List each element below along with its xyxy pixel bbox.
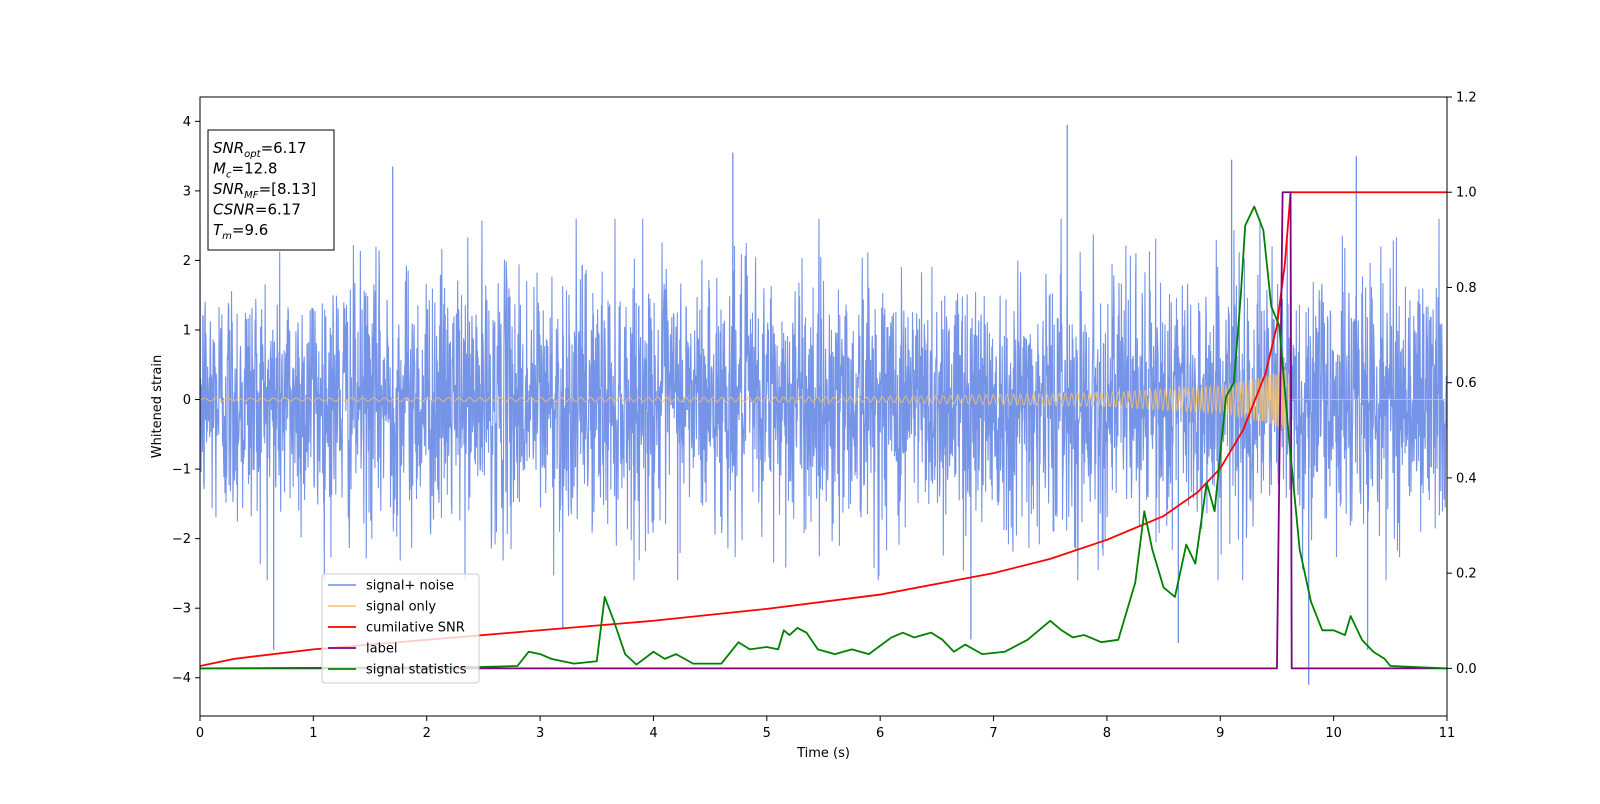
legend-frame: [321, 573, 480, 684]
y-left-tick-label: −4: [172, 671, 191, 686]
x-tick-label: 5: [763, 726, 771, 741]
y-axis-left: −4 −3 −2 −1 0 1 2 3 4: [172, 115, 200, 686]
y-axis-right: 0.0 0.2 0.4 0.6 0.8 1.0 1.2: [1447, 91, 1477, 677]
x-tick-label: 6: [876, 726, 884, 741]
series-signal-noise: [200, 218, 1447, 581]
x-tick-label: 7: [989, 726, 997, 741]
x-axis-label: Time (s): [796, 746, 850, 761]
y-right-tick-label: 0.8: [1456, 281, 1477, 296]
x-tick-label: 11: [1439, 726, 1456, 741]
x-tick-label: 4: [649, 726, 657, 741]
x-tick-label: 9: [1216, 726, 1224, 741]
y-left-tick-label: −1: [172, 463, 191, 478]
legend-label: cumilative SNR: [366, 621, 465, 636]
annotation-line: Mc=12.8: [213, 160, 277, 181]
y-right-tick-label: 0.4: [1456, 471, 1477, 486]
x-tick-label: 1: [309, 726, 317, 741]
legend: signal+ noise signal only cumilative SNR la…: [321, 573, 480, 684]
y-right-tick-label: 1.0: [1456, 186, 1477, 201]
y-left-tick-label: 4: [183, 115, 191, 130]
y-left-tick-label: −3: [172, 602, 191, 617]
x-tick-label: 2: [423, 726, 431, 741]
y-right-tick-label: 0.6: [1456, 376, 1477, 391]
legend-label: signal+ noise: [366, 579, 454, 594]
plot-frame: [199, 96, 1448, 717]
series-label: [200, 191, 1447, 670]
legend-label: signal statistics: [366, 663, 467, 678]
annotation-line: SNRopt=6.17: [213, 139, 307, 160]
y-left-tick-label: 3: [183, 184, 191, 199]
annotation-line: CSNR=6.17: [213, 201, 301, 219]
annotation-line: SNRMF=[8.13]: [213, 180, 316, 201]
y-right-tick-label: 0.0: [1456, 662, 1477, 677]
y-left-tick-label: −2: [172, 532, 191, 547]
y-left-tick-label: 2: [183, 254, 191, 269]
x-axis: 0 1 2 3 4 5 6 7 8 9 10 11: [196, 716, 1455, 741]
annotation-frame: [207, 129, 335, 251]
y-axis-label: Whitened strain: [150, 355, 165, 458]
x-tick-label: 10: [1325, 726, 1342, 741]
series-signal-statistics: [200, 205, 1447, 670]
y-left-tick-label: 1: [183, 323, 191, 338]
y-right-tick-label: 0.2: [1456, 567, 1477, 582]
legend-label: signal only: [366, 600, 436, 615]
x-tick-label: 0: [196, 726, 204, 741]
y-right-tick-label: 1.2: [1456, 91, 1477, 106]
x-tick-label: 8: [1103, 726, 1111, 741]
x-tick-label: 3: [536, 726, 544, 741]
legend-label: label: [366, 642, 397, 657]
annotation-line: Tm=9.6: [213, 221, 268, 242]
series-signal-only: [200, 369, 1447, 430]
y-left-tick-label: 0: [183, 393, 191, 408]
